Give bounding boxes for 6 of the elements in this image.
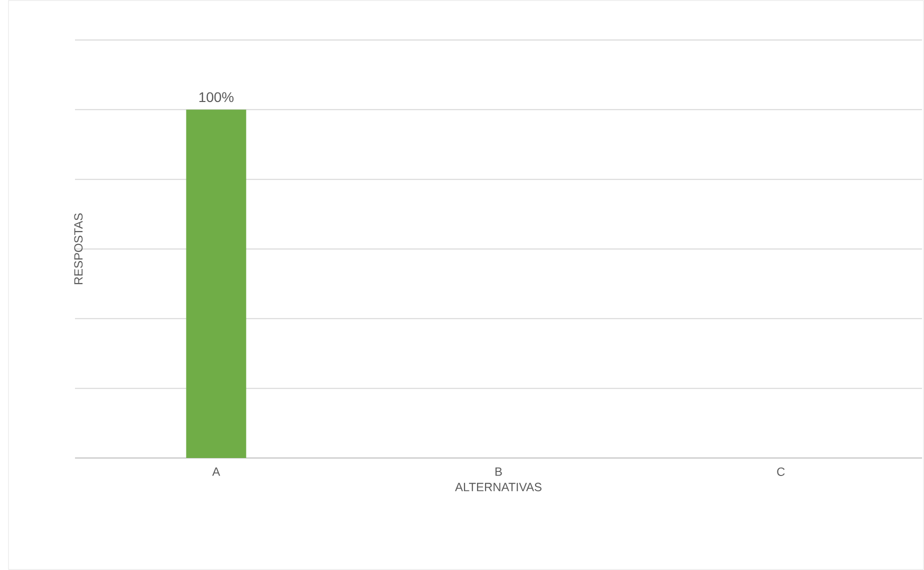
x-tick-label: C xyxy=(777,468,785,476)
x-axis-title: ALTERNATIVAS xyxy=(455,482,542,492)
x-tick-label: B xyxy=(496,468,502,476)
data-label: 100% xyxy=(199,92,234,102)
y-axis-title: RESPOSTAS xyxy=(74,213,83,284)
x-tick-label: A xyxy=(212,468,220,476)
